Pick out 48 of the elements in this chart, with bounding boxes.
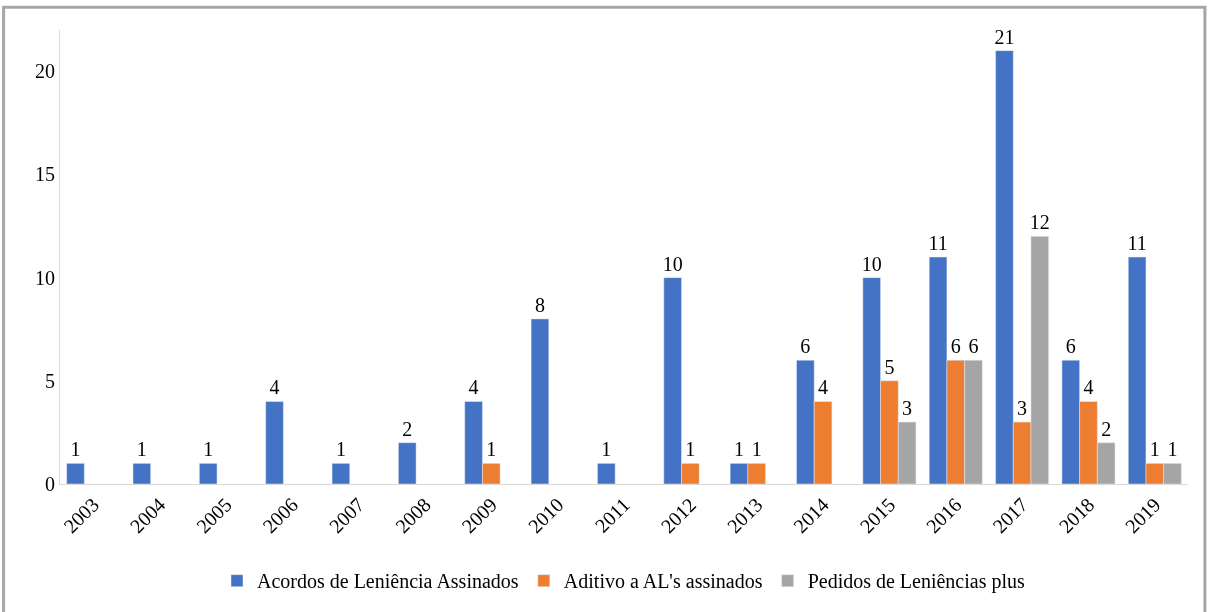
bar [199, 463, 218, 484]
y-tick-label: 0 [45, 473, 55, 495]
data-label: 4 [1083, 376, 1094, 399]
bar [265, 401, 284, 484]
y-tick-label: 5 [45, 369, 55, 392]
data-label: 1 [136, 438, 147, 461]
data-label: 1 [1149, 438, 1160, 461]
y-tick-label: 15 [35, 163, 55, 186]
legend-label: Acordos de Leniência Assinados [257, 570, 519, 593]
data-label: 21 [994, 25, 1015, 48]
data-label: 1 [203, 438, 214, 461]
data-label: 11 [1127, 232, 1147, 254]
bar [398, 442, 417, 484]
data-label: 1 [335, 438, 346, 461]
x-tick-label: 2011 [590, 493, 634, 537]
data-label: 4 [269, 376, 280, 399]
data-label: 4 [468, 376, 479, 399]
data-label: 1 [751, 438, 762, 461]
bar [331, 463, 350, 484]
data-label: 6 [968, 335, 979, 358]
bar [132, 463, 151, 484]
data-label: 1 [70, 438, 81, 461]
data-label: 8 [534, 293, 545, 316]
y-tick-label: 20 [35, 60, 55, 83]
data-label: 3 [902, 397, 913, 420]
data-label: 2 [1101, 417, 1112, 440]
data-label: 4 [818, 376, 829, 399]
data-label: 2 [402, 417, 413, 440]
y-tick-label: 10 [35, 266, 55, 289]
bar [66, 463, 85, 484]
data-label: 1 [734, 438, 745, 461]
data-label: 6 [800, 335, 811, 358]
bar [597, 463, 616, 484]
data-label: 1 [486, 438, 497, 461]
data-label: 1 [685, 438, 696, 461]
bar [530, 318, 550, 484]
data-label: 6 [950, 335, 961, 358]
legend-label: Aditivo a AL's assinados [563, 570, 763, 593]
legend-label: Pedidos de Leniências plus [807, 570, 1026, 594]
data-label: 3 [1017, 397, 1028, 420]
data-label: 1 [1167, 438, 1178, 461]
data-label: 11 [928, 232, 948, 254]
data-label: 10 [662, 252, 683, 275]
data-label: 10 [861, 252, 882, 275]
data-label: 1 [601, 438, 612, 461]
data-label: 6 [1065, 335, 1076, 358]
data-label: 12 [1029, 211, 1050, 234]
data-label: 5 [884, 355, 895, 378]
